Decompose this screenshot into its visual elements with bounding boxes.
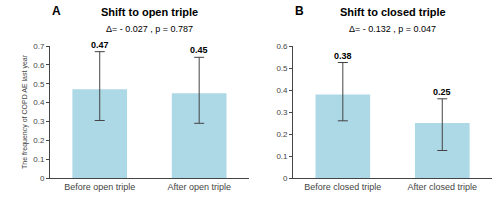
svg-text:0.3: 0.3 bbox=[33, 117, 45, 126]
svg-text:0.1: 0.1 bbox=[276, 152, 288, 161]
svg-text:0.1: 0.1 bbox=[33, 155, 45, 164]
svg-text:0.38: 0.38 bbox=[334, 51, 352, 61]
svg-text:Δ= - 0.027 , p = 0.787: Δ= - 0.027 , p = 0.787 bbox=[106, 24, 193, 34]
svg-text:The frequency of COPD AE last: The frequency of COPD AE last year bbox=[21, 54, 29, 169]
svg-text:0.2: 0.2 bbox=[33, 136, 45, 145]
svg-text:0.3: 0.3 bbox=[276, 108, 288, 117]
svg-text:0.47: 0.47 bbox=[91, 40, 109, 50]
svg-text:Shift to closed triple: Shift to closed triple bbox=[340, 6, 446, 18]
svg-text:Before open triple: Before open triple bbox=[64, 182, 135, 192]
svg-text:B: B bbox=[295, 4, 304, 18]
svg-text:0.6: 0.6 bbox=[276, 42, 288, 51]
svg-text:0.45: 0.45 bbox=[190, 45, 208, 55]
svg-text:0.2: 0.2 bbox=[276, 130, 288, 139]
svg-text:0.5: 0.5 bbox=[33, 80, 45, 89]
svg-text:0.25: 0.25 bbox=[433, 87, 451, 97]
svg-text:After closed triple: After closed triple bbox=[408, 182, 478, 192]
svg-text:A: A bbox=[52, 4, 61, 18]
svg-text:0.5: 0.5 bbox=[276, 64, 288, 73]
svg-text:0.6: 0.6 bbox=[33, 61, 45, 70]
svg-text:0.4: 0.4 bbox=[276, 86, 288, 95]
svg-text:0: 0 bbox=[283, 174, 288, 183]
svg-text:After open triple: After open triple bbox=[167, 182, 231, 192]
svg-text:0.4: 0.4 bbox=[33, 98, 45, 107]
svg-text:Shift to open triple: Shift to open triple bbox=[101, 6, 198, 18]
svg-text:0: 0 bbox=[40, 174, 45, 183]
svg-text:0.7: 0.7 bbox=[33, 42, 45, 51]
svg-text:Δ= - 0.132 , p = 0.047: Δ= - 0.132 , p = 0.047 bbox=[349, 24, 436, 34]
svg-text:Before closed triple: Before closed triple bbox=[304, 182, 381, 192]
